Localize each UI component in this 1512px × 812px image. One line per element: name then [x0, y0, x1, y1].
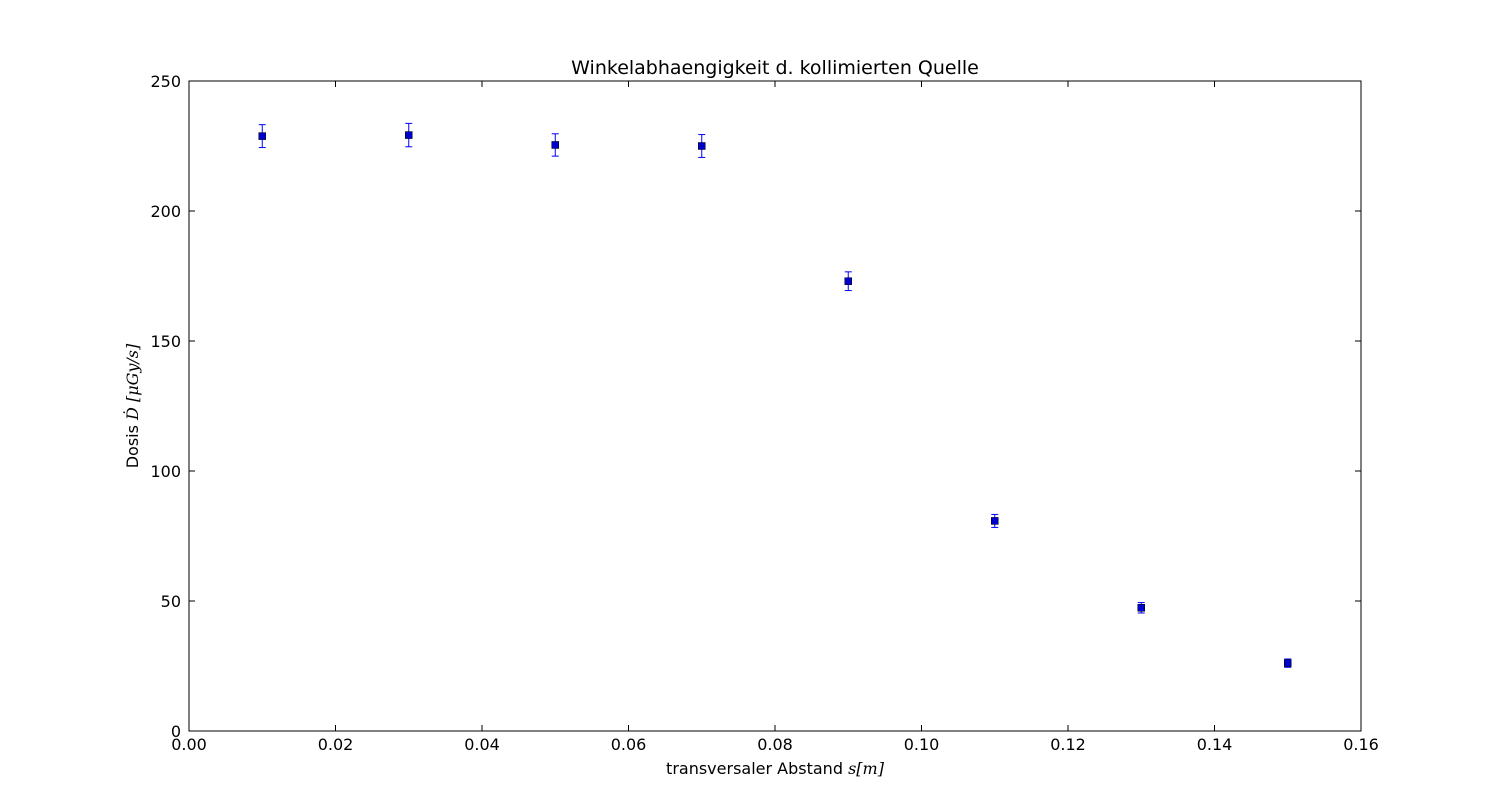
x-tick-label: 0.02 — [318, 735, 354, 754]
x-tick-label: 0.00 — [171, 735, 207, 754]
x-tick-label: 0.10 — [904, 735, 940, 754]
data-point — [844, 277, 852, 285]
data-point — [1284, 659, 1292, 667]
plot-frame — [188, 80, 1362, 732]
chart-title: Winkelabhaengigkeit d. kollimierten Quel… — [571, 57, 979, 79]
plot-background — [189, 81, 1361, 731]
data-point — [698, 142, 706, 150]
data-point — [991, 517, 999, 525]
y-axis-label: Dosis Ḋ [μGy/s] — [122, 343, 142, 468]
x-tick-label: 0.08 — [757, 735, 793, 754]
x-tick-label: 0.06 — [611, 735, 647, 754]
x-tick-label: 0.14 — [1197, 735, 1233, 754]
y-tick-label: 250 — [150, 72, 181, 91]
data-point — [258, 132, 266, 140]
data-points — [258, 122, 1292, 668]
y-tick-label: 50 — [161, 592, 181, 611]
axis-tick-labels: 0.00 0.02 0.04 0.06 0.08 0.10 0.12 0.14 0.16 0 50 1… — [150, 72, 1378, 754]
x-axis-label: transversaler Abstand s[m] — [666, 759, 885, 778]
data-point — [551, 141, 559, 149]
y-tick-label: 100 — [150, 462, 181, 481]
y-tick-label: 200 — [150, 202, 181, 221]
x-tick-label: 0.16 — [1343, 735, 1379, 754]
y-tick-label: 150 — [150, 332, 181, 351]
y-tick-label: 0 — [171, 722, 181, 741]
data-point — [1137, 604, 1145, 612]
data-point — [405, 131, 413, 139]
x-tick-label: 0.12 — [1050, 735, 1086, 754]
x-tick-label: 0.04 — [464, 735, 500, 754]
